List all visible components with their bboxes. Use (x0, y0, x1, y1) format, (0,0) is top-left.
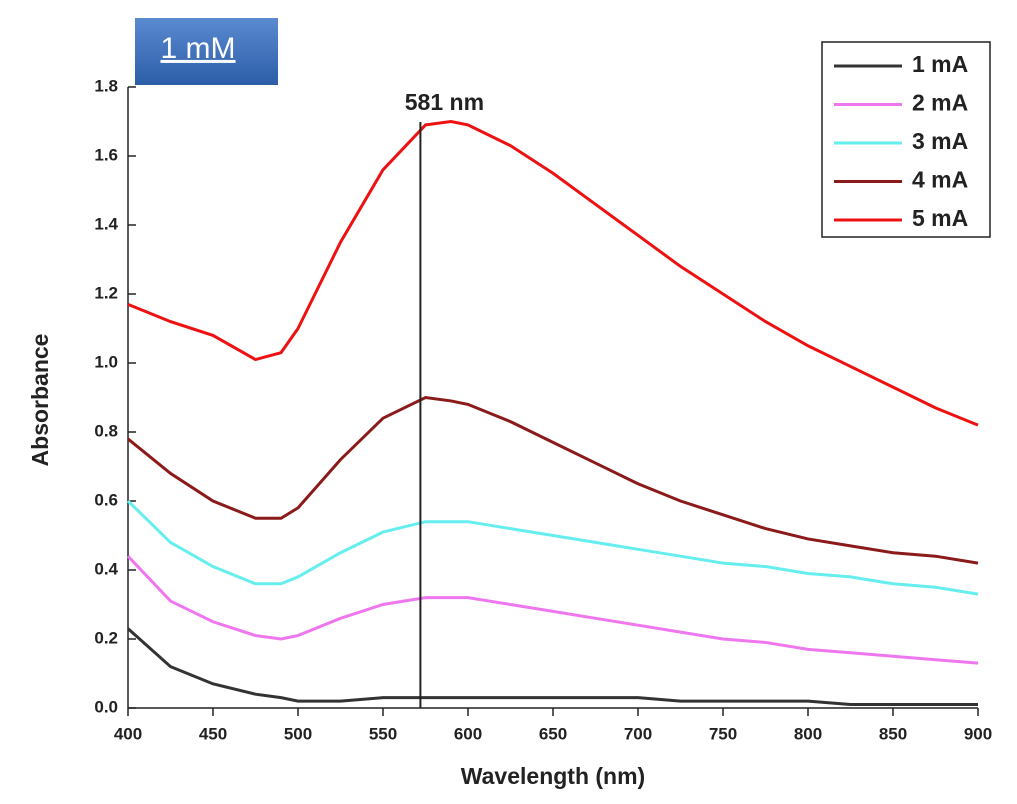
legend-label: 1 mA (912, 51, 968, 77)
series-line (127, 627, 978, 707)
series-line (127, 119, 979, 427)
badge-box (135, 18, 278, 85)
x-tick-label: 450 (199, 724, 227, 743)
y-tick-label: 1.8 (94, 76, 118, 95)
legend-label: 3 mA (912, 128, 968, 154)
x-tick-label: 850 (879, 724, 907, 743)
y-tick-label: 0.4 (94, 559, 118, 578)
legend-label: 2 mA (912, 90, 968, 116)
series-line (126, 499, 979, 596)
y-tick-label: 0.0 (94, 697, 118, 716)
x-tick-label: 550 (369, 724, 397, 743)
y-tick-label: 1.0 (94, 352, 118, 371)
series-line (127, 395, 979, 565)
y-tick-label: 1.2 (94, 283, 118, 302)
badge: 1 mM (161, 32, 236, 65)
y-tick-label: 0.6 (94, 490, 118, 509)
x-tick-label: 750 (709, 724, 737, 743)
y-tick-label: 1.4 (94, 214, 118, 233)
x-tick-label: 650 (539, 724, 567, 743)
y-axis-label: Absorbance (27, 334, 53, 467)
x-tick-label: 900 (964, 724, 992, 743)
legend-box (821, 41, 991, 238)
x-tick-label: 700 (624, 724, 652, 743)
annotation: 581 nm (405, 89, 484, 115)
series-line (126, 555, 979, 665)
x-tick-label: 600 (454, 724, 482, 743)
x-axis-label: Wavelength (nm) (461, 763, 645, 789)
y-tick-label: 0.2 (94, 628, 118, 647)
x-tick-label: 400 (114, 724, 142, 743)
legend-label: 4 mA (912, 167, 968, 193)
y-tick-label: 0.8 (94, 421, 118, 440)
x-tick-label: 800 (794, 724, 822, 743)
legend-label: 5 mA (912, 205, 968, 231)
y-tick-label: 1.6 (94, 145, 118, 164)
x-tick-label: 500 (284, 724, 312, 743)
